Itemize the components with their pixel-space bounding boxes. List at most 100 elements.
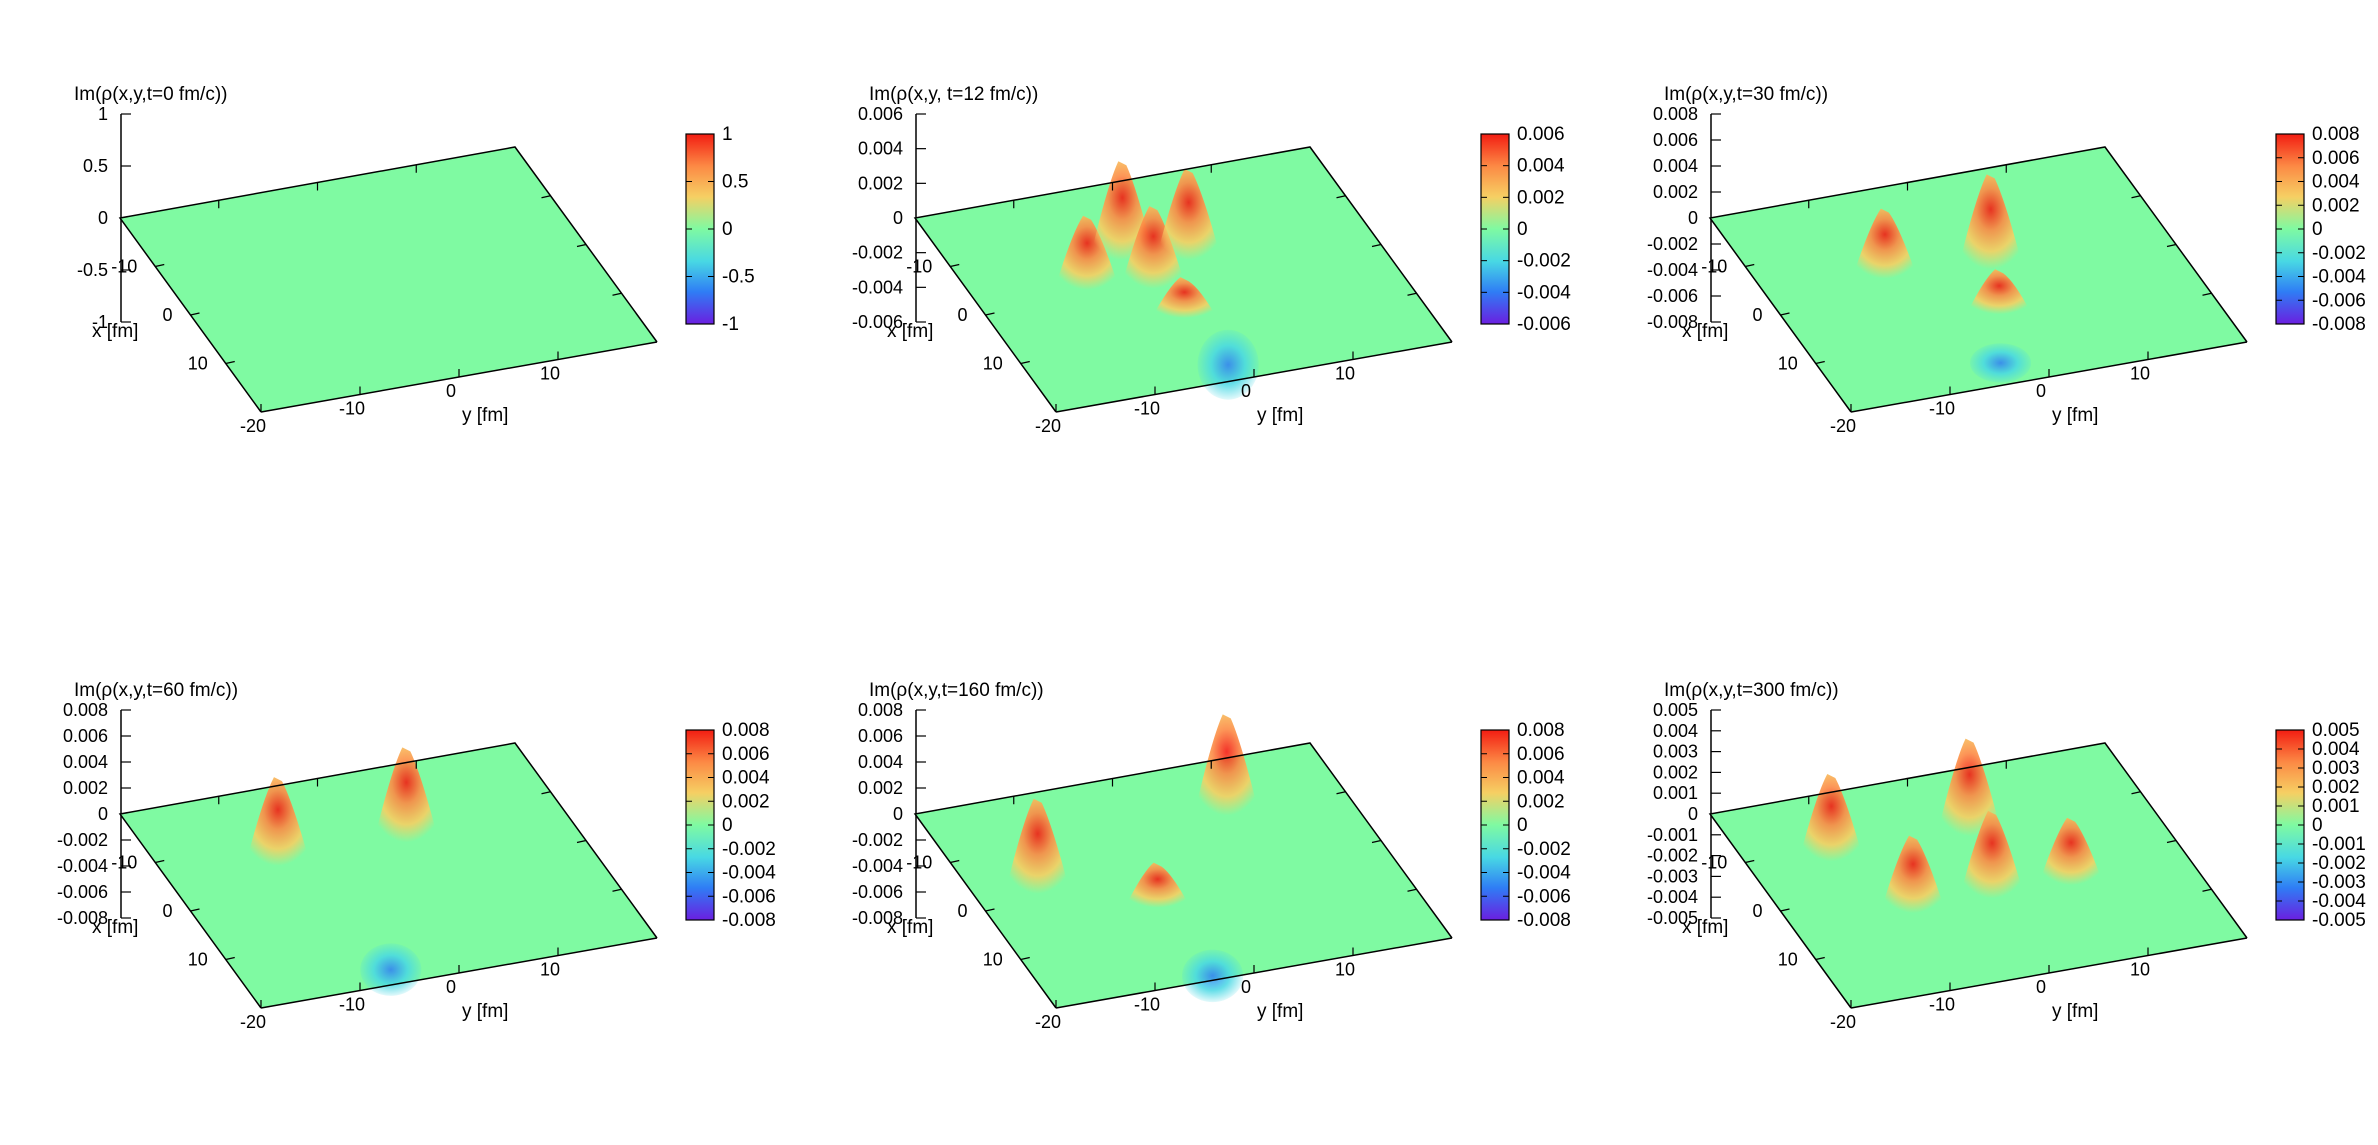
x-tick-mark [190, 312, 200, 316]
z-tick-label: 0.004 [1653, 156, 1698, 176]
colorbar-tick-label: 0.002 [2312, 195, 2360, 216]
panel-2: Im(ρ(x,y, t=12 fm/c)) 0.006 0.004 0.002 0 -0.… [852, 84, 1571, 436]
panel-title: Im(ρ(x,y,t=60 fm/c)) [74, 680, 238, 701]
x-tick-mark [1020, 956, 1030, 961]
surface-peak [1119, 206, 1188, 293]
colorbar-tick-label: 0 [2312, 219, 2323, 240]
x-tick-mark [1745, 263, 1755, 268]
surface-peak [1123, 862, 1192, 910]
colorbar-tick-label: -0.006 [1517, 314, 1571, 335]
z-tick-label: 0.004 [858, 139, 903, 159]
z-tick-label: -0.006 [852, 882, 903, 902]
x-tick-mark [1780, 908, 1790, 912]
z-tick-label: -0.004 [1647, 260, 1698, 280]
z-tick-label: -0.005 [1647, 908, 1698, 928]
colorbar-tick-label: 0 [722, 219, 733, 240]
colorbar-tick-label: -0.004 [722, 863, 776, 884]
y-tick-label: 0 [2036, 381, 2046, 401]
z-tick-label: -0.008 [1647, 312, 1698, 332]
z-tick-label: -0.004 [852, 277, 903, 297]
z-tick-label: 0.003 [1653, 742, 1698, 762]
colorbar-tick-label: 0.006 [722, 744, 770, 765]
x-tick-label: 0 [957, 305, 967, 325]
colorbar-tick-label: -0.006 [722, 886, 776, 907]
surface-peak [2037, 817, 2106, 889]
colorbar-tick-label: -0.004 [2312, 267, 2366, 288]
z-tick-label: 0.002 [858, 778, 903, 798]
y-tick-label: 0 [1241, 381, 1251, 401]
x-tick-mark [155, 859, 165, 864]
panel-4: Im(ρ(x,y,t=60 fm/c))0.0080.0060.0040.002… [57, 680, 776, 1032]
right-tick-mark [1407, 888, 1417, 892]
surface-peak [243, 777, 312, 871]
right-tick-mark [2166, 243, 2177, 248]
z-tick-label: 0 [1688, 804, 1698, 824]
y-tick-label: -10 [1134, 995, 1160, 1015]
y-tick-label: -20 [1035, 416, 1061, 436]
colorbar-tick-label: -0.006 [1517, 886, 1571, 907]
surface-peak [1150, 277, 1219, 321]
right-tick-mark [1371, 243, 1382, 248]
x-tick-mark [190, 908, 200, 912]
colorbar-tick-label: 0.004 [2312, 739, 2360, 760]
z-tick-label: 0.002 [858, 173, 903, 193]
colorbar-tick-label: 0.002 [1517, 187, 1565, 208]
z-tick-label: 0.001 [1653, 783, 1698, 803]
z-tick-label: 0.002 [1653, 182, 1698, 202]
right-tick-mark [1371, 839, 1382, 844]
y-tick-label: 10 [2130, 364, 2150, 384]
z-tick-label: -0.004 [1647, 887, 1698, 907]
surface-peak [1003, 798, 1072, 899]
surface-peak [372, 747, 441, 848]
colorbar-tick-label: 0.005 [2312, 720, 2360, 741]
surface-peak [1797, 774, 1866, 866]
z-tick-label: -0.002 [852, 830, 903, 850]
surface-plane [915, 743, 1452, 1008]
y-tick-label: 10 [1335, 960, 1355, 980]
x-tick-label: 10 [1778, 354, 1798, 374]
z-tick-label: 0.008 [1653, 104, 1698, 124]
surface-peak [1958, 810, 2027, 903]
x-tick-mark [1780, 312, 1790, 316]
z-tick-label: 0 [893, 208, 903, 228]
y-tick-label: 10 [540, 364, 560, 384]
x-tick-label: 0 [957, 901, 967, 921]
y-axis-label: y [fm] [1257, 405, 1303, 426]
colorbar-tick-label: -0.003 [2312, 872, 2366, 893]
y-tick-label: -10 [339, 399, 365, 419]
x-tick-label: -10 [906, 853, 932, 873]
y-axis-label: y [fm] [2052, 405, 2098, 426]
right-tick-mark [541, 791, 551, 795]
x-tick-label: 10 [1778, 950, 1798, 970]
x-axis-label: x [fm] [92, 917, 138, 938]
surface-plane [120, 147, 657, 412]
z-tick-label: 0.008 [858, 700, 903, 720]
x-tick-mark [225, 956, 235, 961]
surface-dip [360, 943, 422, 996]
y-tick-label: -20 [240, 416, 266, 436]
surface-dip [1197, 329, 1259, 400]
right-tick-mark [1336, 791, 1346, 795]
colorbar-tick-label: 1 [722, 124, 733, 145]
colorbar-tick-label: 0.006 [1517, 124, 1565, 145]
x-tick-label: -10 [111, 257, 137, 277]
y-tick-label: 10 [540, 960, 560, 980]
x-tick-label: -10 [111, 853, 137, 873]
colorbar-tick-label: 0.5 [722, 172, 748, 193]
colorbar-tick-label: -0.004 [1517, 863, 1571, 884]
colorbar-tick-label: -0.004 [2312, 891, 2366, 912]
panel-title: Im(ρ(x,y, t=12 fm/c)) [869, 84, 1038, 105]
x-axis-label: x [fm] [1682, 917, 1728, 938]
y-tick-label: -10 [1929, 995, 1955, 1015]
z-tick-label: 0.008 [63, 700, 108, 720]
colorbar-tick-label: -0.5 [722, 267, 755, 288]
right-tick-mark [576, 243, 587, 248]
surface-peak [1154, 169, 1223, 265]
colorbar-tick-label: -1 [722, 314, 739, 335]
x-tick-label: 0 [1752, 305, 1762, 325]
right-tick-mark [2131, 791, 2141, 795]
z-tick-label: -0.002 [57, 830, 108, 850]
z-tick-label: 0 [98, 804, 108, 824]
colorbar-tick-label: 0.002 [1517, 791, 1565, 812]
z-tick-label: 0 [1688, 208, 1698, 228]
